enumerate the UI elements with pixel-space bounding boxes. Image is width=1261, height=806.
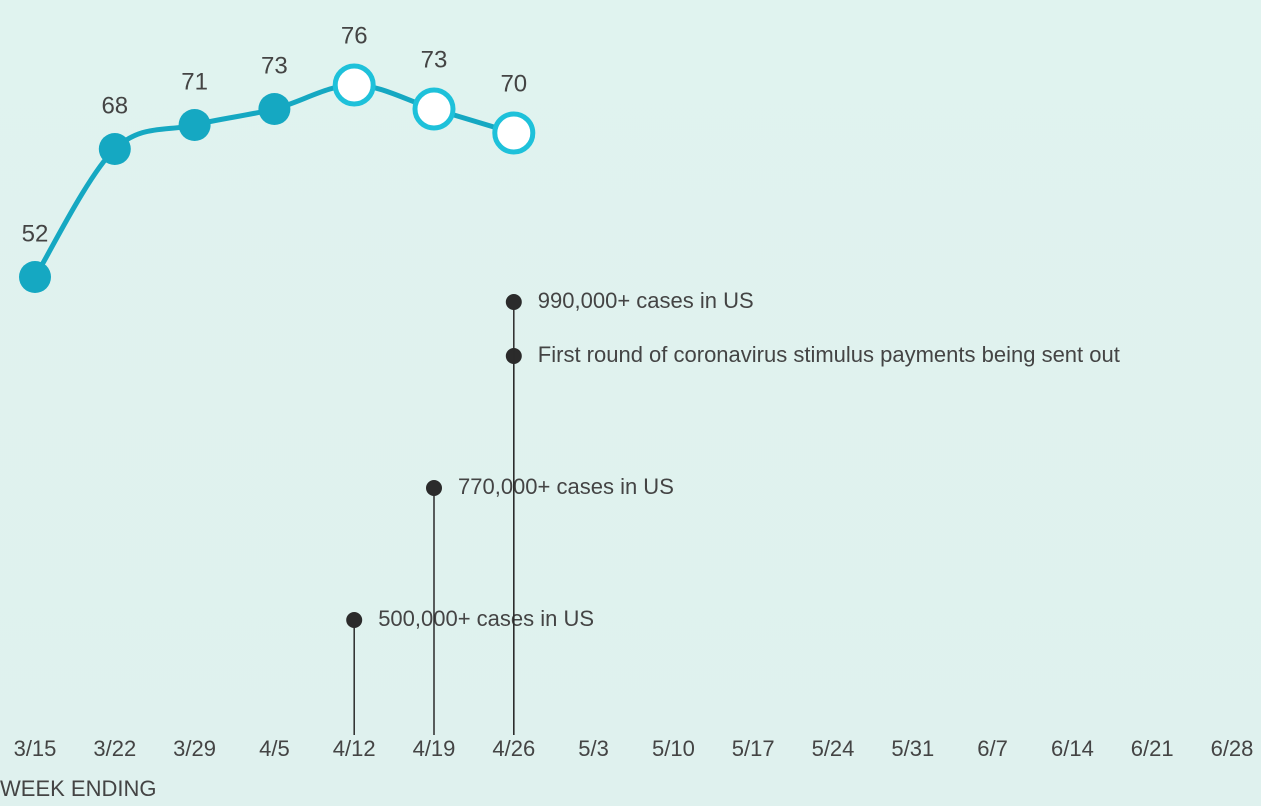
- x-tick-label: 3/15: [14, 736, 57, 761]
- data-label: 70: [500, 70, 527, 97]
- x-tick-label: 3/22: [93, 736, 136, 761]
- x-tick-label: 5/10: [652, 736, 695, 761]
- marker: [19, 261, 51, 293]
- x-tick-label: 4/5: [259, 736, 290, 761]
- marker: [98, 133, 131, 165]
- data-label: 73: [261, 52, 288, 79]
- marker: [332, 63, 376, 107]
- data-label: 68: [101, 92, 128, 119]
- annotation-dot: [426, 480, 442, 496]
- annotation-dot: [505, 294, 522, 310]
- data-label: 71: [181, 68, 208, 95]
- x-tick-label: 4/12: [333, 736, 376, 761]
- marker: [412, 87, 456, 131]
- data-label: 73: [421, 46, 448, 73]
- x-tick-label: 5/24: [812, 736, 855, 761]
- x-tick-label: 5/17: [732, 736, 775, 761]
- annotation-dot: [346, 612, 363, 628]
- data-label: 52: [22, 220, 49, 247]
- annotation-text: 770,000+ cases in US: [458, 474, 674, 499]
- x-tick-label: 4/26: [492, 736, 535, 761]
- annotation-text: First round of coronavirus stimulus paym…: [538, 342, 1120, 367]
- x-tick-label: 6/21: [1131, 736, 1174, 761]
- x-tick-label: 6/7: [977, 736, 1008, 761]
- x-tick-label: 5/3: [578, 736, 609, 761]
- x-axis-label: WEEK ENDING: [0, 776, 156, 801]
- annotation-text: 990,000+ cases in US: [538, 288, 754, 313]
- marker: [258, 93, 291, 125]
- marker: [492, 111, 536, 155]
- annotation-text: 500,000+ cases in US: [378, 606, 594, 631]
- x-tick-label: 6/14: [1051, 736, 1094, 761]
- x-tick-label: 5/31: [891, 736, 934, 761]
- x-tick-label: 6/28: [1211, 736, 1254, 761]
- x-tick-label: 4/19: [413, 736, 456, 761]
- data-label: 76: [341, 22, 368, 49]
- marker: [178, 109, 211, 141]
- x-tick-label: 3/29: [173, 736, 216, 761]
